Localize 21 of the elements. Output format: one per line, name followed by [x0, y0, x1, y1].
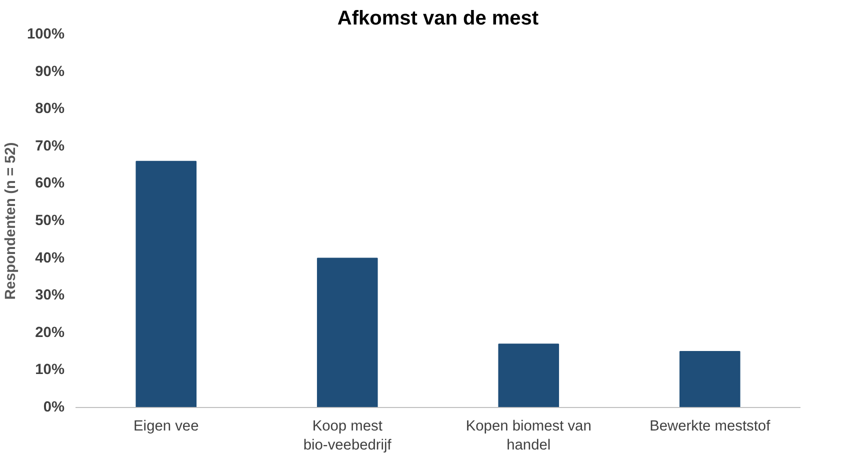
y-tick-label: 80%	[35, 101, 65, 118]
bar	[316, 258, 378, 408]
y-tick-label: 100%	[27, 26, 65, 42]
bar	[679, 351, 740, 408]
x-tick-label: Kopen biomest van handel	[466, 418, 592, 454]
chart-title: Afkomst van de mest	[337, 8, 539, 30]
y-tick-label: 50%	[35, 213, 65, 229]
y-tick-label: 20%	[35, 324, 65, 341]
y-tick-label: 10%	[35, 362, 65, 378]
x-tick-label: Bewerkte meststof	[650, 418, 772, 434]
y-tick-label: 30%	[35, 288, 65, 304]
y-axis-title: Respondenten (n = 52)	[3, 142, 20, 300]
x-tick-label: Koop mest bio-veebedrijf	[303, 418, 392, 454]
bar	[136, 160, 197, 408]
y-tick-label: 60%	[35, 176, 65, 192]
bar	[498, 344, 560, 408]
x-tick-label: Eigen vee	[134, 418, 199, 434]
y-tick-label: 70%	[35, 138, 65, 154]
y-tick-label: 90%	[35, 64, 65, 80]
y-tick-label: 40%	[35, 250, 65, 266]
y-tick-label: 0%	[43, 400, 65, 416]
